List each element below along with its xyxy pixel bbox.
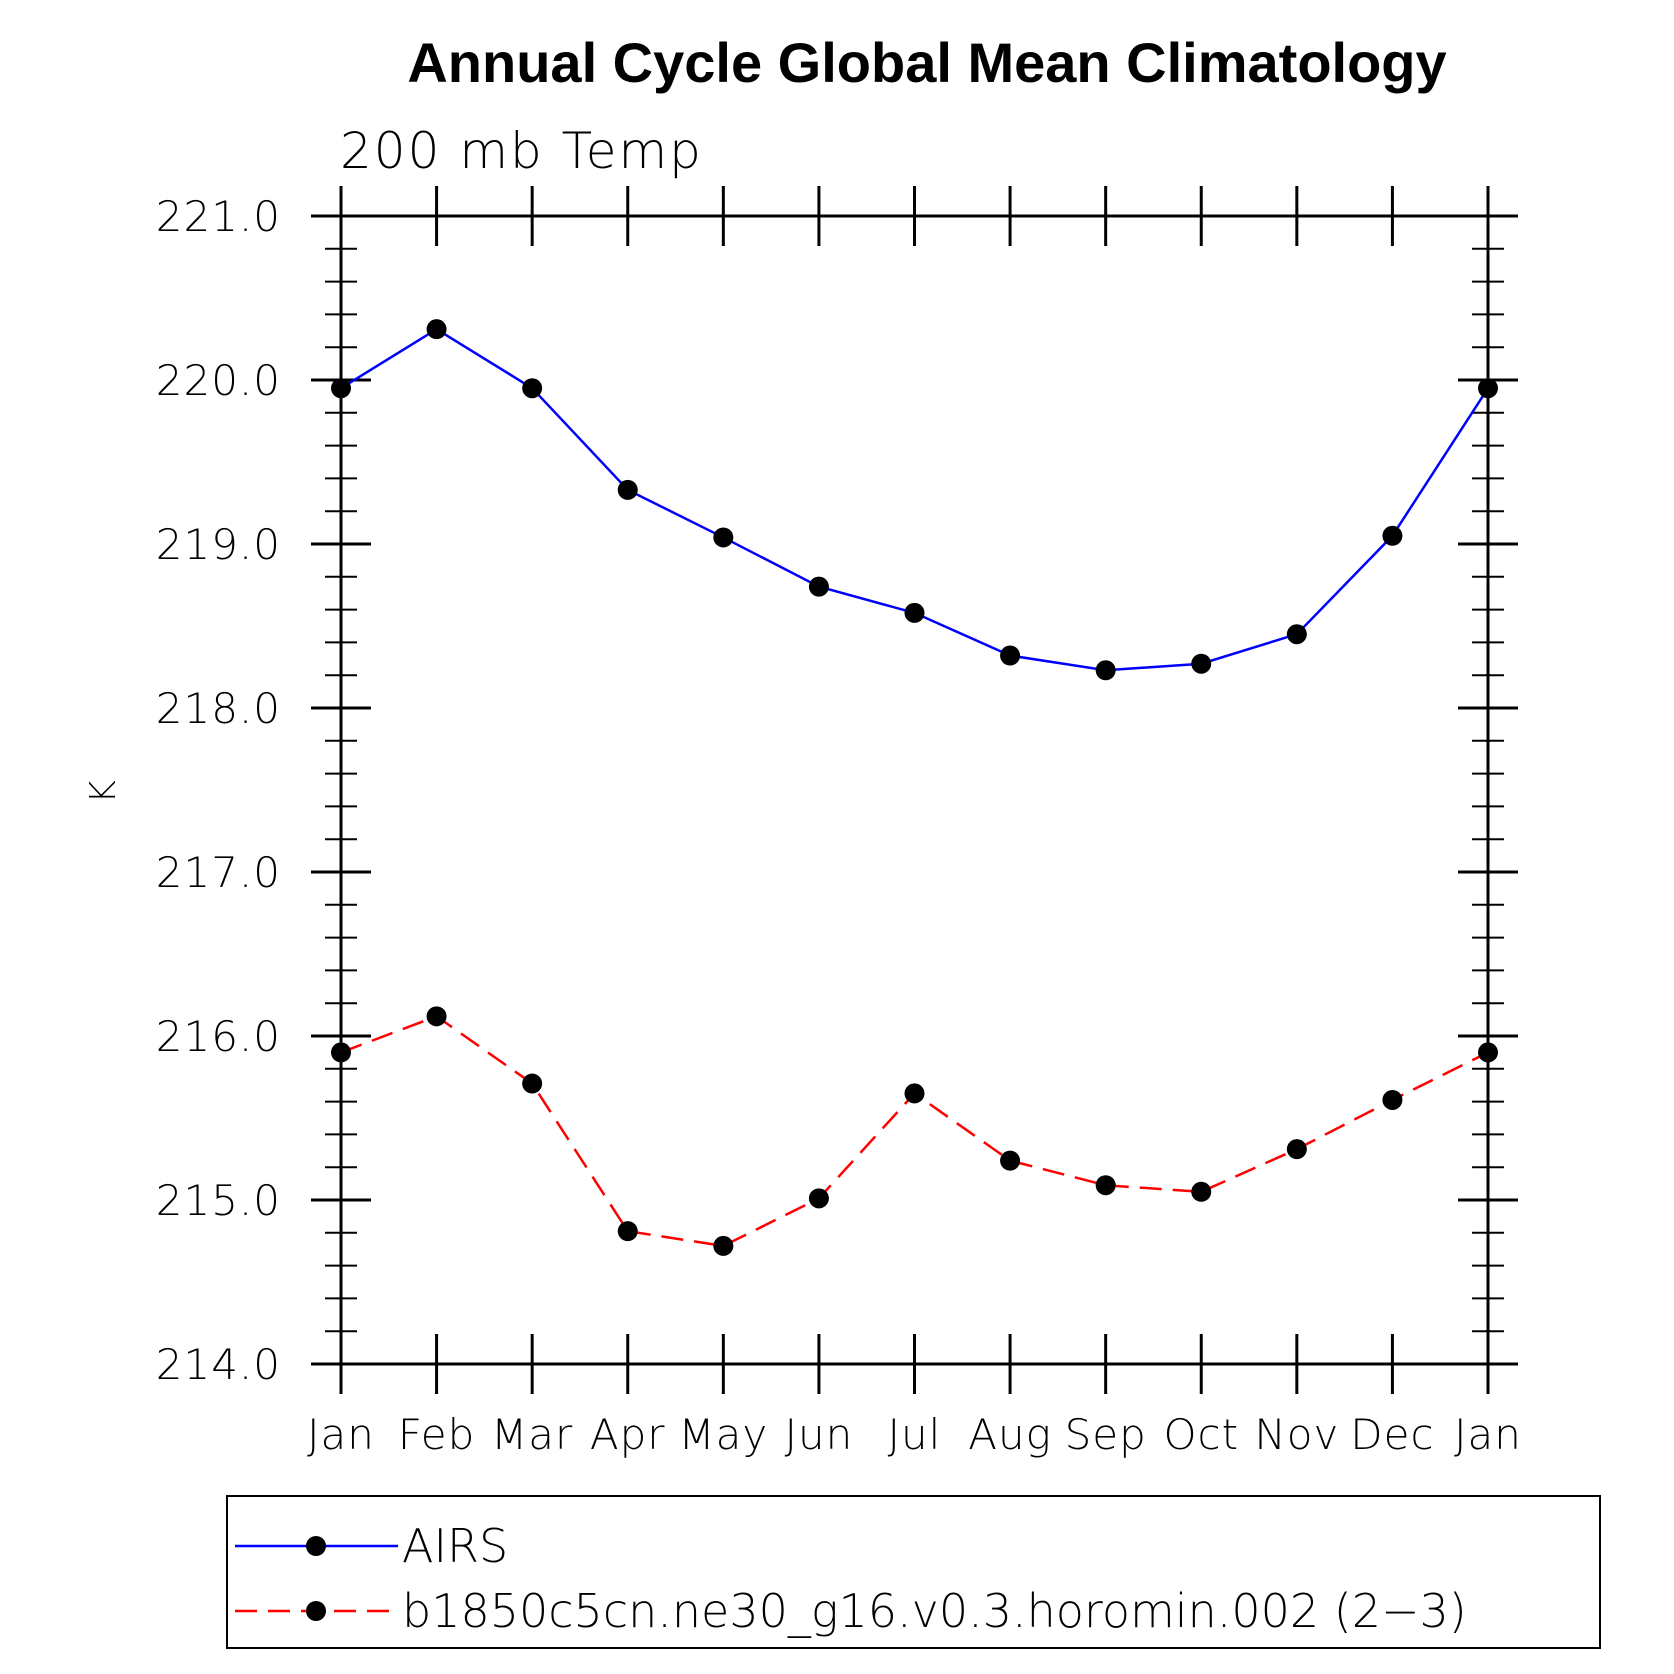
series-layer <box>331 319 1498 1256</box>
legend-box <box>226 1495 1601 1649</box>
series-0-point <box>904 602 925 623</box>
legend-marker-1 <box>306 1601 326 1621</box>
series-1-point <box>904 1083 925 1104</box>
x-tick-label: Nov <box>1254 1410 1339 1459</box>
series-1-point <box>1286 1139 1307 1160</box>
y-tick-label: 220.0 <box>156 356 281 405</box>
y-axis-label: K <box>83 780 124 804</box>
series-0-point <box>808 576 829 597</box>
y-tick-label: 214.0 <box>156 1340 281 1389</box>
x-tick-label: May <box>678 1410 768 1459</box>
series-0-point <box>1286 624 1307 645</box>
x-tick-label: Feb <box>398 1410 475 1459</box>
x-tick-label: Aug <box>968 1410 1052 1459</box>
x-tick-label: Jan <box>307 1410 375 1459</box>
y-tick-label: 217.0 <box>156 848 281 897</box>
series-0-point <box>426 319 447 340</box>
series-0-point <box>1382 525 1403 546</box>
series-0-point <box>522 378 543 399</box>
series-1-point <box>808 1188 829 1209</box>
y-tick-label: 215.0 <box>156 1176 281 1225</box>
x-tick-labels: Jan Feb Mar Apr May Jun Jul Aug Sep Oct Nov Dec Jan <box>307 1410 1522 1459</box>
x-tick-label: Jul <box>888 1410 942 1459</box>
y-tick-label: 219.0 <box>156 520 281 569</box>
x-tick-label: Jan <box>1454 1410 1522 1459</box>
legend: AIRS b1850c5cn.ne30_g16.v0.3.horomin.002 … <box>226 1495 1601 1649</box>
y-tick-label: 216.0 <box>156 1012 281 1061</box>
series-1-point <box>1382 1089 1403 1110</box>
legend-label-0: AIRS <box>402 1519 508 1573</box>
x-tick-label: Jun <box>785 1410 854 1459</box>
series-0-point <box>617 479 638 500</box>
axis-ticks <box>311 186 1518 1394</box>
series-1-point <box>426 1006 447 1027</box>
plot-frame <box>339 214 1490 1366</box>
series-0-point <box>1095 660 1116 681</box>
y-tick-label: 221.0 <box>156 192 281 241</box>
x-tick-label: Oct <box>1163 1410 1239 1459</box>
series-0-point <box>1000 645 1021 666</box>
series-1-point <box>1000 1150 1021 1171</box>
chart-title: Annual Cycle Global Mean Climatology <box>407 31 1446 94</box>
x-tick-label: Mar <box>491 1410 573 1459</box>
y-tick-label: 218.0 <box>156 684 281 733</box>
series-line-1 <box>340 1014 1489 1248</box>
y-tick-labels: 214.0 215.0 216.0 217.0 218.0 219.0 220.0 221.0 <box>156 192 281 1389</box>
x-tick-label: Sep <box>1065 1410 1147 1459</box>
series-0-point <box>713 527 734 548</box>
series-1-point <box>1191 1181 1212 1202</box>
series-1-point <box>713 1235 734 1256</box>
legend-marker-0 <box>306 1536 326 1556</box>
series-1-point <box>617 1221 638 1242</box>
series-1-point <box>522 1073 543 1094</box>
legend-label-1: b1850c5cn.ne30_g16.v0.3.horomin.002 (2−3… <box>402 1584 1467 1638</box>
x-tick-label: Apr <box>590 1410 666 1459</box>
x-tick-label: Dec <box>1350 1410 1434 1459</box>
series-0-point <box>1191 653 1212 674</box>
chart-subtitle: 200 mb Temp <box>340 122 703 180</box>
series-1-point <box>1095 1175 1116 1196</box>
